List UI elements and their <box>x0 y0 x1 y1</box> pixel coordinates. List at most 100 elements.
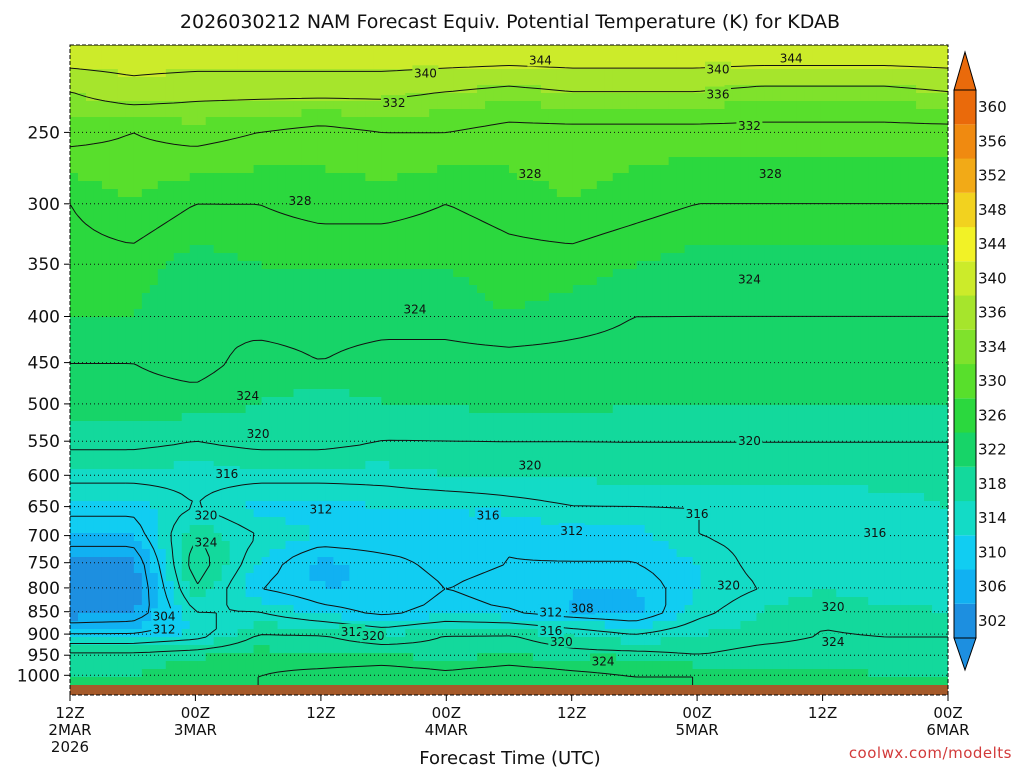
heatmap-cell <box>205 349 215 358</box>
heatmap-cell <box>149 341 159 350</box>
heatmap-cell <box>181 93 191 102</box>
heatmap-cell <box>636 253 646 262</box>
heatmap-cell <box>748 93 758 102</box>
heatmap-cell <box>652 141 662 150</box>
heatmap-cell <box>940 317 948 326</box>
heatmap-cell <box>229 141 239 150</box>
heatmap-cell <box>221 133 231 142</box>
heatmap-cell <box>900 237 909 246</box>
heatmap-cell <box>341 389 350 398</box>
heatmap-cell <box>724 301 734 310</box>
heatmap-cell <box>932 157 941 166</box>
heatmap-cell <box>820 261 829 270</box>
heatmap-cell <box>572 181 582 190</box>
heatmap-cell <box>237 141 247 150</box>
heatmap-cell <box>836 189 845 198</box>
heatmap-cell <box>652 389 662 398</box>
heatmap-cell <box>804 125 813 134</box>
heatmap-cell <box>477 333 486 342</box>
heatmap-cell <box>109 93 119 102</box>
heatmap-cell <box>908 181 917 190</box>
heatmap-cell <box>596 181 606 190</box>
heatmap-cell <box>405 373 414 382</box>
heatmap-cell <box>101 213 111 222</box>
heatmap-cell <box>293 85 303 94</box>
heatmap-cell <box>548 133 558 142</box>
heatmap-cell <box>221 85 231 94</box>
heatmap-cell <box>157 149 167 158</box>
heatmap-cell <box>676 341 686 350</box>
heatmap-cell <box>133 245 143 254</box>
heatmap-cell <box>916 125 925 134</box>
heatmap-cell <box>588 309 598 318</box>
heatmap-cell <box>341 261 350 270</box>
heatmap-cell <box>485 245 494 254</box>
heatmap-cell <box>804 77 813 86</box>
heatmap-cell <box>373 133 382 142</box>
heatmap-cell <box>245 317 255 326</box>
heatmap-cell <box>365 93 374 102</box>
heatmap-cell <box>908 245 917 254</box>
heatmap-cell <box>173 285 183 294</box>
heatmap-cell <box>940 245 948 254</box>
heatmap-cell <box>916 373 925 382</box>
heatmap-cell <box>493 133 502 142</box>
heatmap-cell <box>604 301 614 310</box>
heatmap-cell <box>477 61 486 70</box>
heatmap-cell <box>836 77 845 86</box>
heatmap-cell <box>70 381 79 390</box>
heatmap-cell <box>70 53 79 62</box>
heatmap-cell <box>572 317 582 326</box>
heatmap-cell <box>437 381 446 390</box>
heatmap-cell <box>548 109 558 118</box>
heatmap-cell <box>892 93 901 102</box>
heatmap-cell <box>724 245 734 254</box>
heatmap-cell <box>397 397 406 406</box>
heatmap-cell <box>676 389 686 398</box>
heatmap-cell <box>261 229 271 238</box>
heatmap-cell <box>389 157 398 166</box>
heatmap-cell <box>804 173 813 182</box>
heatmap-cell <box>588 269 598 278</box>
heatmap-cell <box>405 117 414 126</box>
heatmap-cell <box>381 77 390 86</box>
heatmap-cell <box>205 61 215 70</box>
heatmap-cell <box>756 181 766 190</box>
heatmap-cell <box>141 213 151 222</box>
heatmap-cell <box>660 125 670 134</box>
heatmap-cell <box>109 117 119 126</box>
heatmap-cell <box>381 125 390 134</box>
heatmap-cell <box>748 365 758 374</box>
heatmap-cell <box>101 309 111 318</box>
heatmap-cell <box>277 373 287 382</box>
heatmap-cell <box>604 365 614 374</box>
heatmap-cell <box>389 293 398 302</box>
heatmap-cell <box>109 221 119 230</box>
heatmap-cell <box>916 317 925 326</box>
heatmap-cell <box>501 197 510 206</box>
heatmap-cell <box>820 221 829 230</box>
heatmap-cell <box>860 133 869 142</box>
heatmap-cell <box>381 301 390 310</box>
heatmap-cell <box>604 333 614 342</box>
heatmap-cell <box>445 205 454 214</box>
heatmap-cell <box>812 277 821 286</box>
heatmap-cell <box>788 325 797 334</box>
heatmap-cell <box>309 213 319 222</box>
heatmap-cell <box>93 285 103 294</box>
heatmap-cell <box>85 125 95 134</box>
heatmap-cell <box>764 373 773 382</box>
heatmap-cell <box>836 85 845 94</box>
heatmap-cell <box>317 77 327 86</box>
heatmap-cell <box>325 317 334 326</box>
heatmap-cell <box>141 253 151 262</box>
heatmap-cell <box>277 309 287 318</box>
heatmap-cell <box>341 325 350 334</box>
heatmap-cell <box>381 197 390 206</box>
heatmap-cell <box>844 253 853 262</box>
heatmap-cell <box>788 69 797 78</box>
heatmap-cell <box>149 53 159 62</box>
heatmap-cell <box>221 293 231 302</box>
heatmap-cell <box>596 237 606 246</box>
heatmap-cell <box>333 317 342 326</box>
